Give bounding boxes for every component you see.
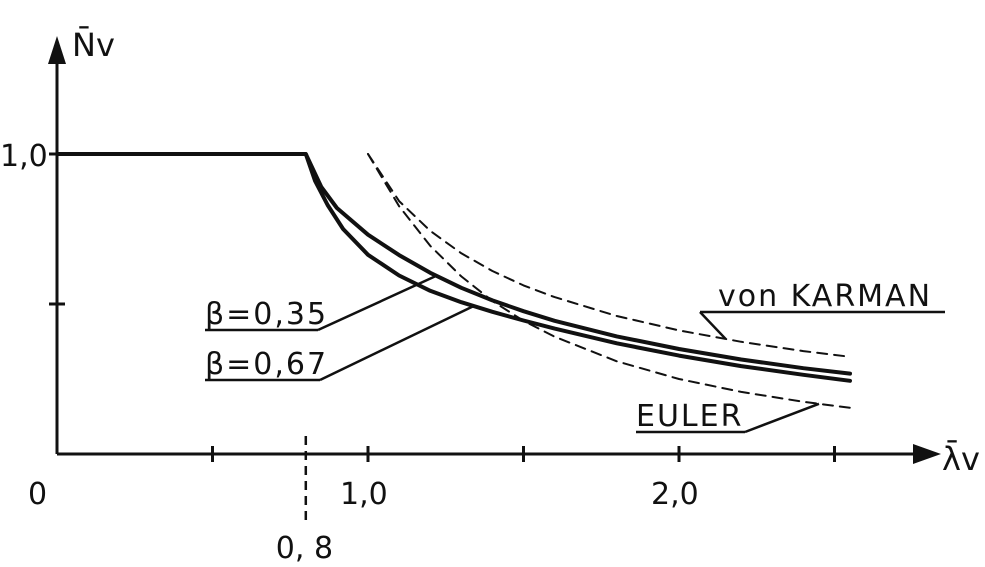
axes-layer — [48, 36, 941, 464]
series-line-2 — [367, 153, 851, 358]
annotations-layer: β=0,35 β=0,67 von KARMAN EULER — [205, 274, 945, 434]
origin-label: 0 — [28, 477, 47, 512]
series-line-3 — [367, 153, 851, 409]
series-line-1 — [55, 152, 852, 383]
annotation-leader — [744, 402, 820, 434]
annotation-label: von KARMAN — [718, 279, 932, 314]
y-axis-label: N̄v — [72, 25, 115, 64]
x-tick-label: 2,0 — [651, 477, 699, 512]
annotation-label: β=0,67 — [205, 347, 328, 382]
annotation-leader — [317, 274, 437, 332]
annotation-leader — [319, 304, 475, 382]
y-axis-arrowhead — [48, 36, 66, 64]
x-tick-label: 1,0 — [340, 477, 388, 512]
reference-line-label: 0, 8 — [276, 531, 333, 566]
x-axis-label: λ̄v — [942, 439, 980, 478]
series-line-0 — [55, 152, 852, 376]
ticks-layer: 1,0 2,0 1,0 — [0, 139, 836, 522]
series-layer — [55, 152, 852, 409]
annotation-label: β=0,35 — [205, 297, 328, 332]
y-tick-label: 1,0 — [0, 139, 48, 174]
x-axis-arrowhead — [913, 444, 941, 464]
annotation-label: EULER — [636, 399, 743, 434]
annotation-leader — [699, 311, 727, 340]
